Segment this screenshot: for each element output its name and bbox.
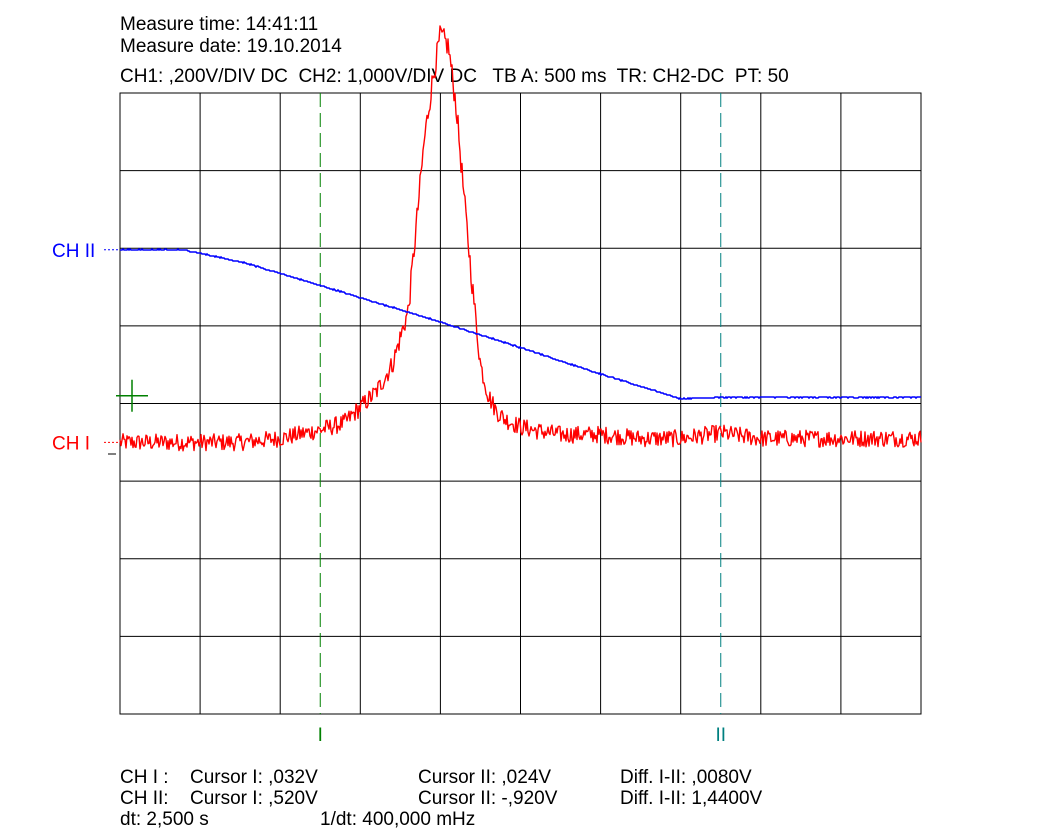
inverse-dt-value: 1/dt: 400,000 mHz (320, 809, 476, 830)
ch1-cursor2-value: Cursor II: ,024V (418, 767, 552, 788)
ch1-marker-label: CH I (52, 433, 90, 454)
measure-time: Measure time: 14:41:11 (120, 14, 319, 35)
ch1-trace (119, 25, 922, 452)
measure-date: Measure date: 19.10.2014 (120, 36, 342, 57)
cursor-lines: I II (318, 93, 726, 746)
ch1-readout-label: CH I : (120, 767, 169, 788)
ch2-cursor2-value: Cursor II: -,920V (418, 788, 558, 809)
ch2-trace (120, 247, 921, 401)
cursor-2-label: II (715, 725, 726, 746)
ch2-cursor1-value: Cursor I: ,520V (190, 788, 318, 809)
ch2-marker-label: CH II (52, 241, 95, 262)
ch1-cursor1-value: Cursor I: ,032V (190, 767, 318, 788)
ch2-readout-label: CH II: (120, 788, 169, 809)
channel-markers: CH II CH I (52, 241, 148, 455)
dt-value: dt: 2,500 s (120, 809, 209, 830)
cursor-1-label: I (318, 725, 323, 746)
ch1-diff-value: Diff. I-II: ,0080V (620, 767, 752, 788)
scope-settings: CH1: ,200V/DIV DC CH2: 1,000V/DIV DC TB … (120, 66, 789, 87)
grid (119, 92, 922, 715)
traces (119, 25, 922, 452)
ch2-diff-value: Diff. I-II: 1,4400V (620, 788, 763, 809)
